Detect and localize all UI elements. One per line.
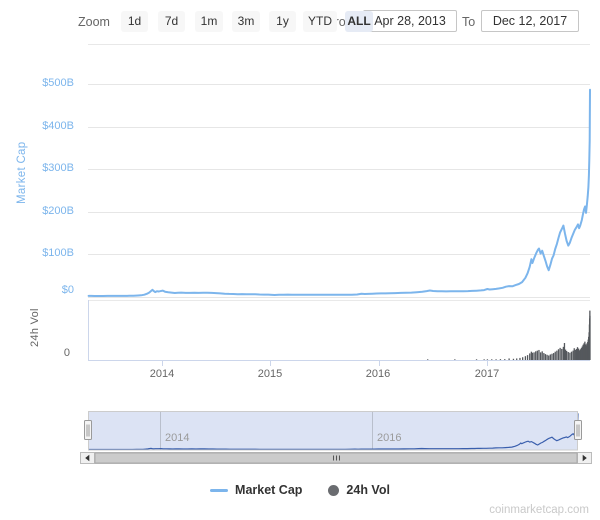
to-label: To [462, 15, 476, 29]
watermark: coinmarketcap.com [489, 504, 589, 516]
from-date-input[interactable] [363, 10, 457, 32]
zoom-button-all[interactable]: ALL [345, 11, 373, 32]
zoom-label: Zoom [78, 15, 110, 29]
volume-axis-title: 24h Vol [29, 308, 41, 348]
zoom-button-7d[interactable]: 7d [158, 11, 185, 32]
navigator-mask[interactable] [88, 411, 578, 450]
navigator-right-handle[interactable] [574, 420, 582, 440]
ytick-0b: $0 [61, 284, 74, 296]
legend: Market Cap 24h Vol [0, 483, 600, 497]
market-cap-line [87, 88, 591, 297]
ytick-100b: $100B [42, 247, 74, 259]
xtick-2016: 2016 [365, 368, 391, 380]
scrollbar-left-arrow-icon[interactable] [85, 454, 90, 462]
legend-market-cap-label: Market Cap [235, 483, 303, 497]
zoom-button-3m[interactable]: 3m [232, 11, 260, 32]
scrollbar-right-arrow-icon[interactable] [582, 454, 587, 462]
legend-item-market-cap[interactable]: Market Cap [210, 483, 302, 497]
zoom-button-ytd[interactable]: YTD [303, 11, 337, 32]
xtick-2014: 2014 [149, 368, 175, 380]
xtick-2017: 2017 [474, 368, 500, 380]
zoom-button-1y[interactable]: 1y [269, 11, 296, 32]
zoom-button-1m[interactable]: 1m [195, 11, 223, 32]
market-cap-line-swatch [210, 488, 229, 492]
volume-tick-0: 0 [63, 347, 70, 359]
navigator-series-line [88, 413, 579, 451]
ytick-200b: $200B [42, 205, 74, 217]
volume-bars [427, 310, 591, 360]
navigator-label-2014: 2014 [165, 432, 190, 444]
legend-24h-vol-label: 24h Vol [346, 483, 390, 497]
ytick-300b: $300B [42, 162, 74, 174]
legend-item-24h-vol[interactable]: 24h Vol [328, 483, 390, 497]
ytick-500b: $500B [42, 77, 74, 89]
to-date-input[interactable] [481, 10, 579, 32]
navigator-label-2016: 2016 [377, 432, 402, 444]
volume-dot-swatch [328, 484, 340, 496]
navigator-left-handle[interactable] [84, 420, 92, 440]
ytick-400b: $400B [42, 120, 74, 132]
xtick-2015: 2015 [257, 368, 283, 380]
market-cap-axis-title: Market Cap [16, 141, 28, 205]
zoom-button-1d[interactable]: 1d [121, 11, 148, 32]
